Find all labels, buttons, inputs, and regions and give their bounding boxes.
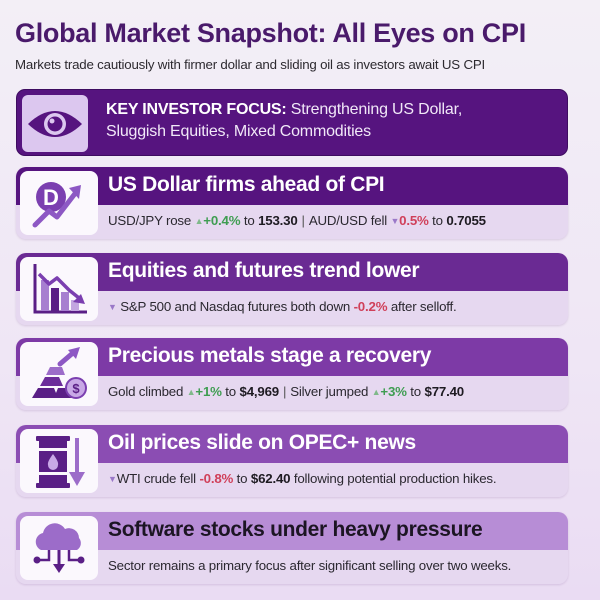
separator: | xyxy=(301,213,305,228)
card-precious-metals: $ Precious metals stage a recovery Gold … xyxy=(16,338,568,410)
down-arrow-icon: ▼ xyxy=(390,216,400,226)
card-oil: Oil prices slide on OPEC+ news ▼WTI crud… xyxy=(16,425,568,497)
audusd-change: 0.5% xyxy=(399,213,429,228)
card-band xyxy=(16,167,568,205)
card-heading: Precious metals stage a recovery xyxy=(108,344,432,367)
bar-chart-down-icon xyxy=(20,257,98,321)
equities-text: S&P 500 and Nasdaq futures both down xyxy=(120,299,354,314)
oil-change: -0.8% xyxy=(199,471,234,486)
gold-change: +1% xyxy=(195,384,222,399)
card-software: Software stocks under heavy pressure Sec… xyxy=(16,512,568,584)
gold-label: Gold climbed xyxy=(108,384,187,399)
svg-text:D: D xyxy=(43,185,59,210)
card-detail: Gold climbed ▲+1% to $4,969 | Silver jumpe… xyxy=(108,384,464,399)
to-text: to xyxy=(233,471,251,486)
focus-line2: Sluggish Equities, Mixed Commodities xyxy=(106,123,371,140)
card-band xyxy=(16,512,568,550)
page-subtitle: Markets trade cautiously with firmer dol… xyxy=(15,57,486,72)
usdjpy-label: USD/JPY rose xyxy=(108,213,195,228)
card-body xyxy=(16,463,568,497)
card-heading: Software stocks under heavy pressure xyxy=(108,518,483,541)
up-arrow-icon: ▲ xyxy=(194,216,204,226)
gold-value: $4,969 xyxy=(239,384,280,399)
audusd-label: AUD/USD fell xyxy=(308,213,391,228)
card-band xyxy=(16,338,568,376)
to-text: to xyxy=(221,384,240,399)
card-equities: Equities and futures trend lower ▼ S&P 5… xyxy=(16,253,568,325)
focus-line1: Strengthening US Dollar, xyxy=(286,101,463,118)
to-text: to xyxy=(428,213,447,228)
dollar-trend-up-icon: D xyxy=(20,171,98,235)
card-heading: Equities and futures trend lower xyxy=(108,259,420,282)
oil-value: $62.40 xyxy=(250,471,291,486)
card-detail: ▼ S&P 500 and Nasdaq futures both down -… xyxy=(108,299,457,314)
card-heading: US Dollar firms ahead of CPI xyxy=(108,173,385,196)
card-band xyxy=(16,253,568,291)
focus-text: KEY INVESTOR FOCUS: Strengthening US Dol… xyxy=(106,99,462,143)
oil-barrel-down-icon xyxy=(20,429,98,493)
key-investor-focus-banner: KEY INVESTOR FOCUS: Strengthening US Dol… xyxy=(16,89,568,156)
svg-text:$: $ xyxy=(72,381,80,396)
card-band xyxy=(16,425,568,463)
card-body xyxy=(16,376,568,410)
oil-text-end: following potential production hikes. xyxy=(290,471,497,486)
card-us-dollar: D US Dollar firms ahead of CPI USD/JPY r… xyxy=(16,167,568,239)
card-detail: USD/JPY rose ▲+0.4% to 153.30 | AUD/USD fe… xyxy=(108,213,486,228)
silver-label: Silver jumped xyxy=(290,384,372,399)
cloud-download-icon xyxy=(20,516,98,580)
card-body xyxy=(16,291,568,325)
separator: | xyxy=(282,384,287,399)
equities-text-end: after selloff. xyxy=(387,299,457,314)
silver-value: $77.40 xyxy=(424,384,465,399)
usdjpy-value: 153.30 xyxy=(258,213,298,228)
audusd-value: 0.7055 xyxy=(446,213,486,228)
focus-label: KEY INVESTOR FOCUS: xyxy=(106,101,287,118)
futures-change: -0.2% xyxy=(353,299,388,314)
down-arrow-icon: ▼ xyxy=(108,302,117,312)
to-text: to xyxy=(240,213,259,228)
up-arrow-icon: ▲ xyxy=(371,387,381,397)
card-detail: ▼WTI crude fell -0.8% to $62.40 followin… xyxy=(108,471,497,486)
card-heading: Oil prices slide on OPEC+ news xyxy=(108,431,416,454)
card-body xyxy=(16,550,568,584)
up-arrow-icon: ▲ xyxy=(186,387,196,397)
page-title: Global Market Snapshot: All Eyes on CPI xyxy=(15,18,526,48)
card-detail: Sector remains a primary focus after sig… xyxy=(108,558,512,573)
gold-bars-icon: $ xyxy=(20,342,98,406)
down-arrow-icon: ▼ xyxy=(108,474,117,484)
card-body xyxy=(16,205,568,239)
to-text: to xyxy=(406,384,425,399)
silver-change: +3% xyxy=(380,384,407,399)
usdjpy-change: +0.4% xyxy=(203,213,241,228)
oil-text: WTI crude fell xyxy=(116,471,200,486)
eye-icon xyxy=(22,95,88,152)
